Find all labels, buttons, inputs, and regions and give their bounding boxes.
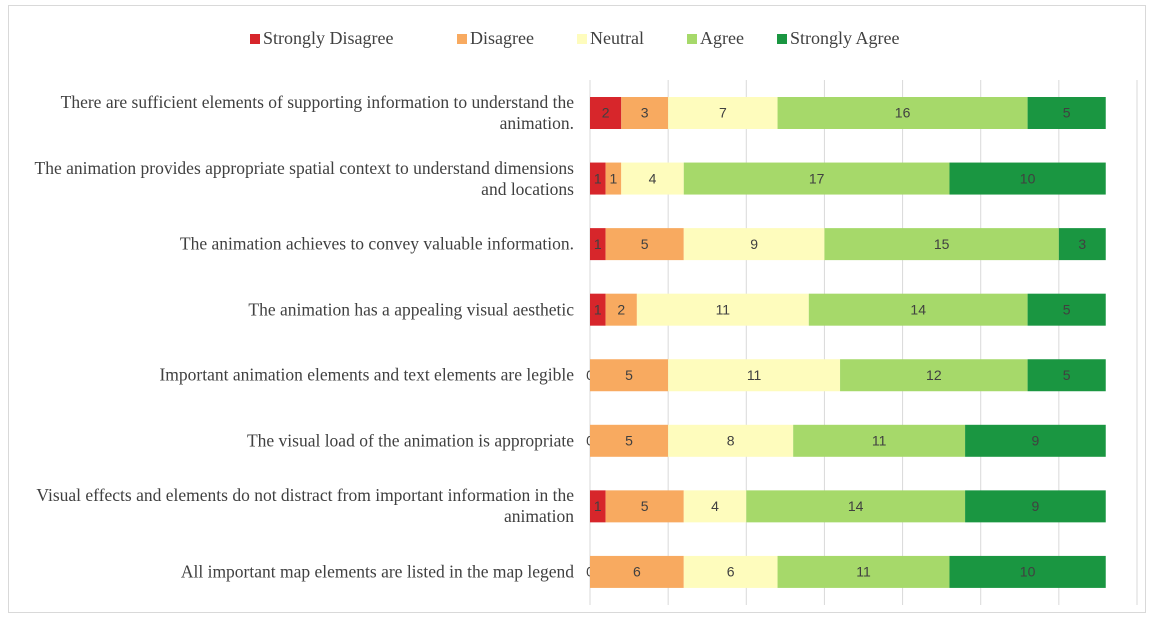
- legend-swatch: [687, 34, 697, 44]
- category-label: Visual effects and elements do not distr…: [36, 485, 574, 527]
- data-label: 5: [1063, 105, 1071, 121]
- bar-segment: [590, 490, 606, 523]
- data-label: 11: [747, 367, 762, 383]
- data-label: 11: [872, 433, 887, 449]
- bar-segment: [746, 490, 966, 523]
- bar-segment: [949, 555, 1106, 588]
- data-label: 5: [625, 367, 633, 383]
- data-label: 12: [926, 367, 942, 383]
- data-label: 1: [610, 170, 618, 186]
- bar-segment: [668, 97, 778, 129]
- bar-segment: [590, 293, 606, 326]
- bar-segment: [840, 359, 1028, 392]
- data-label: 5: [625, 433, 633, 449]
- data-label: 3: [1078, 236, 1086, 252]
- bar-segment: [1027, 359, 1106, 392]
- bar-segment: [777, 97, 1028, 129]
- bar-segment: [590, 97, 622, 129]
- bar-segment: [590, 555, 684, 588]
- data-label: 9: [750, 236, 758, 252]
- data-label: 1: [594, 301, 602, 317]
- legend-swatch: [250, 34, 260, 44]
- data-label: 5: [641, 498, 649, 514]
- bar-segment: [605, 228, 684, 261]
- data-label: 6: [633, 564, 641, 580]
- bar-segment: [605, 490, 684, 523]
- bar-segment: [621, 97, 669, 129]
- bar-segment: [590, 424, 669, 457]
- legend-swatch: [457, 34, 467, 44]
- bar-segment: [683, 162, 950, 195]
- data-label: 1: [594, 170, 602, 186]
- data-label: 16: [895, 105, 911, 121]
- data-label: 1: [594, 236, 602, 252]
- data-label: 15: [934, 236, 950, 252]
- data-label: 10: [1020, 170, 1036, 186]
- bar-segment: [621, 162, 684, 195]
- bar-segment: [636, 293, 809, 326]
- data-label: 9: [1032, 498, 1040, 514]
- bar-segment: [949, 162, 1106, 195]
- category-label: The animation has a appealing visual aes…: [248, 299, 574, 320]
- data-label: 9: [1032, 433, 1040, 449]
- data-label: 4: [711, 498, 719, 514]
- data-label: 17: [809, 170, 825, 186]
- bar-segment: [1058, 228, 1106, 261]
- bar-segment: [590, 228, 606, 261]
- legend-label: Strongly Agree: [790, 28, 900, 48]
- data-label: 14: [848, 498, 864, 514]
- bar-segment: [777, 555, 950, 588]
- data-label: 10: [1020, 564, 1036, 580]
- bar-segment: [683, 490, 747, 523]
- data-label: 8: [727, 433, 735, 449]
- bar-segment: [605, 293, 637, 326]
- data-label: 5: [1063, 367, 1071, 383]
- data-label: 7: [719, 105, 727, 121]
- bar-segment: [1027, 97, 1106, 129]
- bar-segment: [824, 228, 1059, 261]
- bar-segment: [590, 162, 606, 195]
- bar-segment: [668, 359, 841, 392]
- data-label: 2: [617, 301, 625, 317]
- category-label: Important animation elements and text el…: [159, 364, 574, 385]
- data-label: 2: [602, 105, 610, 121]
- bar-segment: [965, 490, 1106, 523]
- data-label: 4: [649, 170, 657, 186]
- bar-segment: [965, 424, 1106, 457]
- chart-frame: [8, 5, 1146, 613]
- bar-segment: [590, 359, 669, 392]
- bar-segment: [683, 555, 778, 588]
- bar-segment: [793, 424, 966, 457]
- category-label: The animation provides appropriate spati…: [34, 157, 574, 199]
- bar-segment: [668, 424, 794, 457]
- data-label: 5: [1063, 301, 1071, 317]
- bar-segment: [683, 228, 825, 261]
- bar-segment: [808, 293, 1028, 326]
- legend-label: Neutral: [590, 28, 644, 48]
- bar-segment: [605, 162, 622, 195]
- category-label: All important map elements are listed in…: [180, 561, 574, 582]
- legend-label: Strongly Disagree: [263, 28, 393, 48]
- data-label: 14: [910, 301, 926, 317]
- legend-swatch: [577, 34, 587, 44]
- bar-segment: [1027, 293, 1106, 326]
- legend-label: Disagree: [470, 28, 534, 48]
- legend-swatch: [777, 34, 787, 44]
- data-label: 6: [727, 564, 735, 580]
- data-label: 5: [641, 236, 649, 252]
- category-label: The visual load of the animation is appr…: [246, 430, 574, 451]
- data-label: 11: [716, 301, 731, 317]
- legend-label: Agree: [700, 28, 744, 48]
- data-label: 1: [594, 498, 602, 514]
- category-label: There are sufficient elements of support…: [60, 92, 574, 133]
- data-label: 3: [641, 105, 649, 121]
- category-label: The animation achieves to convey valuabl…: [179, 233, 574, 254]
- data-label: 11: [856, 564, 871, 580]
